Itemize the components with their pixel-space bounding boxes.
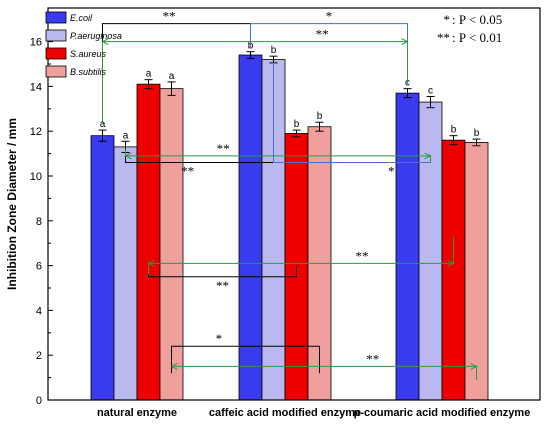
legend-label: S.aureus bbox=[70, 49, 107, 59]
y-tick-label: 2 bbox=[36, 350, 42, 362]
brackets-layer: ** ***** ********** bbox=[101, 9, 478, 380]
legend-swatch bbox=[45, 11, 67, 24]
significance-bracket: ** bbox=[170, 351, 478, 380]
bracket-label: * bbox=[216, 331, 223, 346]
legend-swatch bbox=[45, 65, 67, 78]
y-tick-label: 8 bbox=[36, 216, 42, 228]
significance-letter: b bbox=[271, 45, 277, 56]
bracket-line bbox=[171, 345, 320, 374]
y-tick-label: 0 bbox=[36, 395, 42, 407]
bar bbox=[136, 83, 161, 401]
bracket-arrow bbox=[101, 38, 109, 46]
legend-label: E.coil bbox=[70, 13, 93, 23]
y-tick-label: 10 bbox=[30, 171, 42, 183]
significance-letter: a bbox=[100, 119, 106, 130]
bracket-line bbox=[102, 41, 408, 125]
significance-bracket: ** bbox=[124, 141, 432, 163]
significance-letter: b bbox=[317, 111, 323, 122]
bracket-label: * bbox=[326, 9, 333, 24]
y-tick-label: 6 bbox=[36, 261, 42, 273]
bars-layer bbox=[90, 54, 489, 401]
bracket-arrow bbox=[147, 259, 155, 267]
bar bbox=[395, 92, 420, 401]
bracket-arrow bbox=[170, 362, 178, 370]
bar bbox=[464, 141, 489, 401]
significance-letter: a bbox=[169, 71, 175, 82]
y-tick-label: 4 bbox=[36, 305, 42, 317]
bracket-label: ** bbox=[316, 27, 329, 42]
p-note-text: : P < 0.01 bbox=[452, 30, 502, 45]
bracket-arrow bbox=[470, 362, 478, 370]
y-axis-title: Inhibition Zone Diameter / mm bbox=[5, 118, 19, 290]
y-tick-label: 16 bbox=[30, 37, 42, 49]
bracket-label: ** bbox=[356, 248, 369, 263]
x-category-label: p-coumaric acid modified enzyme bbox=[354, 407, 531, 419]
significance-bracket: ** bbox=[147, 236, 455, 275]
bracket-label: ** bbox=[216, 278, 229, 293]
significance-letter: b bbox=[474, 128, 480, 139]
p-note-symbol: ** bbox=[437, 30, 450, 45]
bracket-arrow bbox=[124, 152, 132, 160]
axes-layer: 0 2 4 6 8 10 12 14 16 natural enzyme caffeic acid … bbox=[30, 18, 531, 419]
bracket-line bbox=[148, 236, 454, 275]
bracket-label: ** bbox=[217, 141, 230, 156]
legend-swatch bbox=[45, 29, 67, 42]
bracket-arrow bbox=[401, 38, 409, 46]
bar bbox=[418, 101, 443, 401]
bracket-arrow bbox=[424, 152, 432, 160]
significance-letter: c bbox=[428, 85, 433, 96]
x-category-label: natural enzyme bbox=[97, 407, 177, 419]
legend: E.coil P.aeruginosa S.aureus B.subtilis bbox=[45, 11, 122, 78]
significance-letter: a bbox=[146, 69, 152, 80]
significance-letter: b bbox=[451, 125, 457, 136]
bracket-arrow bbox=[447, 259, 455, 267]
bar bbox=[238, 54, 263, 401]
bracket-label: ** bbox=[181, 164, 194, 179]
bar bbox=[441, 139, 466, 401]
p-note-symbol: * bbox=[444, 12, 451, 27]
bracket-line bbox=[125, 149, 431, 163]
significance-bracket: * bbox=[171, 331, 320, 374]
significance-letter: a bbox=[123, 130, 129, 141]
plot-frame bbox=[47, 7, 541, 401]
y-tick-label: 14 bbox=[30, 81, 42, 93]
significance-bracket: ** bbox=[101, 27, 409, 125]
legend-label: P.aeruginosa bbox=[70, 31, 122, 41]
bar bbox=[90, 135, 115, 401]
bar bbox=[113, 146, 138, 401]
x-category-label: caffeic acid modified enzyme bbox=[209, 407, 361, 419]
legend-swatch bbox=[45, 47, 67, 60]
bracket-label: ** bbox=[366, 351, 379, 366]
significance-letter: b bbox=[294, 119, 300, 130]
bracket-label: * bbox=[388, 164, 395, 179]
bracket-label: ** bbox=[163, 9, 176, 24]
significance-notes: *: P < 0.05**: P < 0.01 bbox=[437, 12, 502, 45]
y-tick-label: 12 bbox=[30, 126, 42, 138]
legend-label: B.subtilis bbox=[70, 67, 107, 77]
p-note-text: : P < 0.05 bbox=[452, 12, 502, 27]
